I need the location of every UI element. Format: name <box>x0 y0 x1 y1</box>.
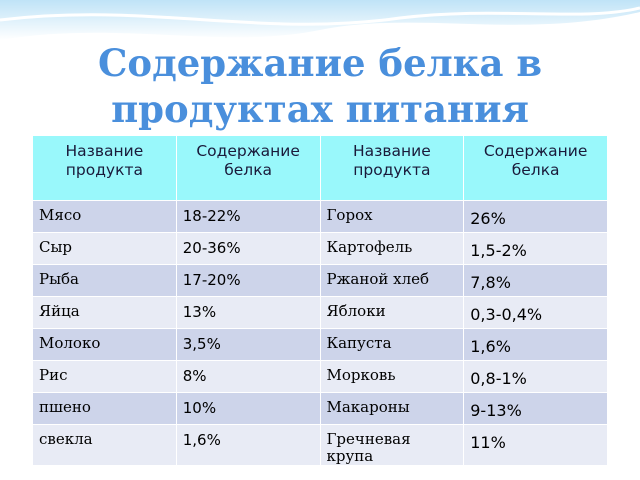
protein-cell: 11% <box>463 424 608 466</box>
table-row: Яйца 13% Яблоки 0,3-0,4% <box>32 296 608 329</box>
decoration-wave <box>0 0 640 40</box>
product-cell: пшено <box>32 392 177 425</box>
table-row: Молоко 3,5% Капуста 1,6% <box>32 328 608 361</box>
protein-cell: 10% <box>175 392 321 425</box>
product-cell: свекла <box>32 424 177 466</box>
protein-cell: 0,3-0,4% <box>463 296 608 329</box>
table-body: Мясо 18-22% Горох 26% Сыр 20-36% Картофель 1,5-… <box>32 200 608 466</box>
product-cell: Капуста <box>319 328 465 361</box>
product-cell: Морковь <box>319 360 465 393</box>
protein-cell: 17-20% <box>175 264 321 297</box>
table-row: Мясо 18-22% Горох 26% <box>32 200 608 233</box>
product-cell: Горох <box>319 200 465 233</box>
column-header: Содержание белка <box>175 135 321 201</box>
table-row: пшено 10% Макароны 9-13% <box>32 392 608 425</box>
protein-cell: 7,8% <box>463 264 608 297</box>
protein-cell: 20-36% <box>175 232 321 265</box>
table-row: свекла 1,6% Гречневая крупа 11% <box>32 424 608 466</box>
protein-cell: 3,5% <box>175 328 321 361</box>
protein-cell: 1,6% <box>175 424 321 466</box>
product-cell: Яблоки <box>319 296 465 329</box>
table-row: Сыр 20-36% Картофель 1,5-2% <box>32 232 608 265</box>
product-cell: Яйца <box>32 296 177 329</box>
table-row: Рис 8% Морковь 0,8-1% <box>32 360 608 393</box>
product-cell: Макароны <box>319 392 465 425</box>
product-cell: Гречневая крупа <box>319 424 465 466</box>
product-cell: Мясо <box>32 200 177 233</box>
table-row: Рыба 17-20% Ржаной хлеб 7,8% <box>32 264 608 297</box>
product-cell: Рис <box>32 360 177 393</box>
protein-cell: 18-22% <box>175 200 321 233</box>
protein-cell: 1,6% <box>463 328 608 361</box>
product-cell: Молоко <box>32 328 177 361</box>
protein-cell: 9-13% <box>463 392 608 425</box>
protein-cell: 0,8-1% <box>463 360 608 393</box>
protein-cell: 26% <box>463 200 608 233</box>
product-cell: Ржаной хлеб <box>319 264 465 297</box>
product-cell: Сыр <box>32 232 177 265</box>
product-cell: Картофель <box>319 232 465 265</box>
slide-title: Содержание белка в продуктах питания <box>97 41 543 131</box>
product-cell: Рыба <box>32 264 177 297</box>
column-header: Название продукта <box>32 135 177 201</box>
column-header: Содержание белка <box>463 135 608 201</box>
protein-cell: 8% <box>175 360 321 393</box>
protein-cell: 1,5-2% <box>463 232 608 265</box>
header-row: Название продукта Содержание белка Названи… <box>32 135 608 201</box>
protein-cell: 13% <box>175 296 321 329</box>
protein-table: Название продукта Содержание белка Названи… <box>32 135 608 466</box>
column-header: Название продукта <box>319 135 465 201</box>
